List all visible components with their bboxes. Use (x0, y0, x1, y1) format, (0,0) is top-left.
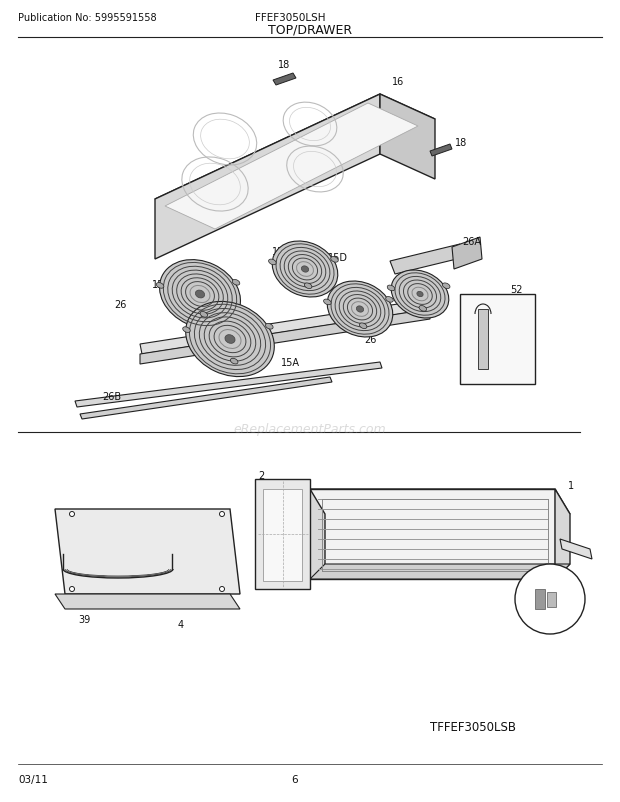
Ellipse shape (330, 257, 339, 263)
Ellipse shape (386, 298, 393, 303)
Ellipse shape (443, 284, 450, 290)
Text: 26B: 26B (102, 391, 122, 402)
Text: 18: 18 (278, 60, 290, 70)
Ellipse shape (356, 306, 363, 313)
Polygon shape (310, 489, 325, 579)
Ellipse shape (304, 284, 312, 290)
Ellipse shape (195, 290, 205, 298)
Ellipse shape (265, 324, 273, 330)
Polygon shape (263, 489, 302, 581)
Polygon shape (430, 145, 452, 157)
Polygon shape (55, 509, 240, 594)
Polygon shape (310, 489, 555, 579)
Text: 7: 7 (547, 624, 553, 634)
Text: 15B: 15B (153, 280, 172, 290)
Text: 03/11: 03/11 (18, 774, 48, 784)
Text: 15A: 15A (280, 358, 299, 367)
Ellipse shape (186, 302, 274, 377)
Ellipse shape (388, 286, 395, 291)
Bar (460, 294, 535, 384)
Ellipse shape (268, 260, 276, 265)
Polygon shape (560, 539, 592, 559)
Text: 26: 26 (114, 300, 126, 310)
Polygon shape (155, 95, 380, 260)
Text: 39: 39 (78, 614, 91, 624)
Ellipse shape (417, 292, 423, 298)
Ellipse shape (231, 358, 238, 364)
Polygon shape (310, 489, 570, 514)
Polygon shape (255, 480, 310, 589)
Ellipse shape (200, 312, 208, 318)
Polygon shape (273, 74, 296, 86)
Polygon shape (310, 565, 570, 579)
Text: TOP/DRAWER: TOP/DRAWER (268, 23, 352, 36)
Polygon shape (555, 489, 570, 579)
Text: 18: 18 (455, 138, 467, 148)
Text: FFEF3050LSH: FFEF3050LSH (255, 13, 326, 23)
Text: 15: 15 (394, 286, 406, 297)
Ellipse shape (156, 283, 164, 289)
Polygon shape (165, 104, 418, 229)
Ellipse shape (225, 335, 235, 344)
Circle shape (69, 587, 74, 592)
Polygon shape (380, 95, 435, 180)
Polygon shape (478, 310, 488, 370)
Ellipse shape (159, 261, 241, 329)
Polygon shape (55, 594, 240, 610)
Polygon shape (140, 310, 430, 365)
Text: 1: 1 (568, 480, 574, 490)
Polygon shape (452, 237, 482, 269)
Text: 15D: 15D (328, 253, 348, 263)
Ellipse shape (272, 241, 338, 298)
Text: 2: 2 (258, 471, 264, 480)
Text: 4: 4 (178, 619, 184, 630)
Circle shape (515, 565, 585, 634)
Circle shape (219, 587, 224, 592)
Polygon shape (140, 300, 432, 354)
Ellipse shape (183, 327, 190, 333)
Circle shape (219, 512, 224, 516)
Text: eReplacementParts.com: eReplacementParts.com (234, 423, 386, 436)
Ellipse shape (232, 280, 240, 286)
Polygon shape (547, 592, 556, 607)
Ellipse shape (301, 266, 309, 273)
Text: 52: 52 (510, 285, 523, 294)
Text: 6: 6 (291, 774, 298, 784)
Ellipse shape (324, 300, 331, 306)
Polygon shape (390, 245, 465, 274)
Polygon shape (80, 378, 332, 419)
Ellipse shape (327, 282, 393, 338)
Text: Publication No: 5995591558: Publication No: 5995591558 (18, 13, 157, 23)
Ellipse shape (419, 306, 427, 312)
Text: 26: 26 (364, 334, 376, 345)
Ellipse shape (360, 323, 367, 329)
Ellipse shape (391, 270, 449, 318)
Text: 15: 15 (272, 247, 284, 257)
Polygon shape (75, 363, 382, 407)
Polygon shape (155, 95, 435, 225)
Text: 16: 16 (392, 77, 404, 87)
Circle shape (69, 512, 74, 516)
Polygon shape (535, 589, 545, 610)
Text: TFFEF3050LSB: TFFEF3050LSB (430, 721, 516, 734)
Text: 26A: 26A (462, 237, 481, 247)
